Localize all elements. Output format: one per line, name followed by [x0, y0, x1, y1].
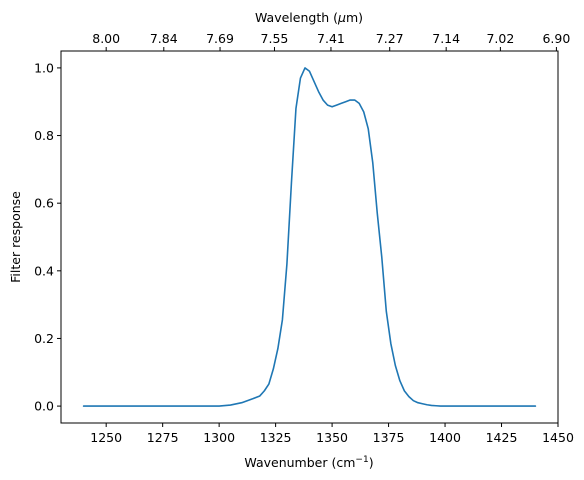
x-tick-label: 1325: [260, 430, 292, 445]
top-tick-label: 7.41: [317, 31, 345, 46]
x-tick-label: 1350: [316, 430, 348, 445]
x-tick-label: 1250: [90, 430, 122, 445]
top-tick-label: 7.84: [150, 31, 178, 46]
top-tick-label: 7.14: [432, 31, 460, 46]
y-tick-label: 0.8: [34, 128, 54, 143]
top-tick-label: 7.27: [376, 31, 404, 46]
y-tick-label: 0.2: [34, 331, 54, 346]
top-tick-label: 7.02: [486, 31, 514, 46]
x-tick-label: 1425: [486, 430, 518, 445]
ticks-layer: 1250 1275 1300 1325 1350 1375 1400 1425 1450 0.0 0…: [34, 31, 574, 445]
x-tick-label: 1375: [373, 430, 405, 445]
x-tick-label: 1450: [542, 430, 574, 445]
y-tick-label: 0.6: [34, 196, 54, 211]
x-axis-label: Wavenumber (cm−1): [244, 455, 373, 470]
top-tick-label: 8.00: [92, 31, 120, 46]
line-layer: [82, 67, 537, 407]
filter-response-line: [82, 67, 537, 407]
top-axis-label: Wavelength (μm): [255, 10, 363, 25]
y-tick-label: 1.0: [34, 60, 54, 75]
y-tick-label: 0.0: [34, 399, 54, 414]
x-tick-label: 1300: [203, 430, 235, 445]
y-axis-label: Filter response: [8, 191, 23, 283]
y-tick-label: 0.4: [34, 263, 54, 278]
top-tick-label: 6.90: [542, 31, 570, 46]
top-tick-label: 7.69: [206, 31, 234, 46]
top-tick-label: 7.55: [261, 31, 289, 46]
x-tick-label: 1400: [429, 430, 461, 445]
plot-frame: [60, 50, 559, 424]
x-tick-label: 1275: [147, 430, 179, 445]
